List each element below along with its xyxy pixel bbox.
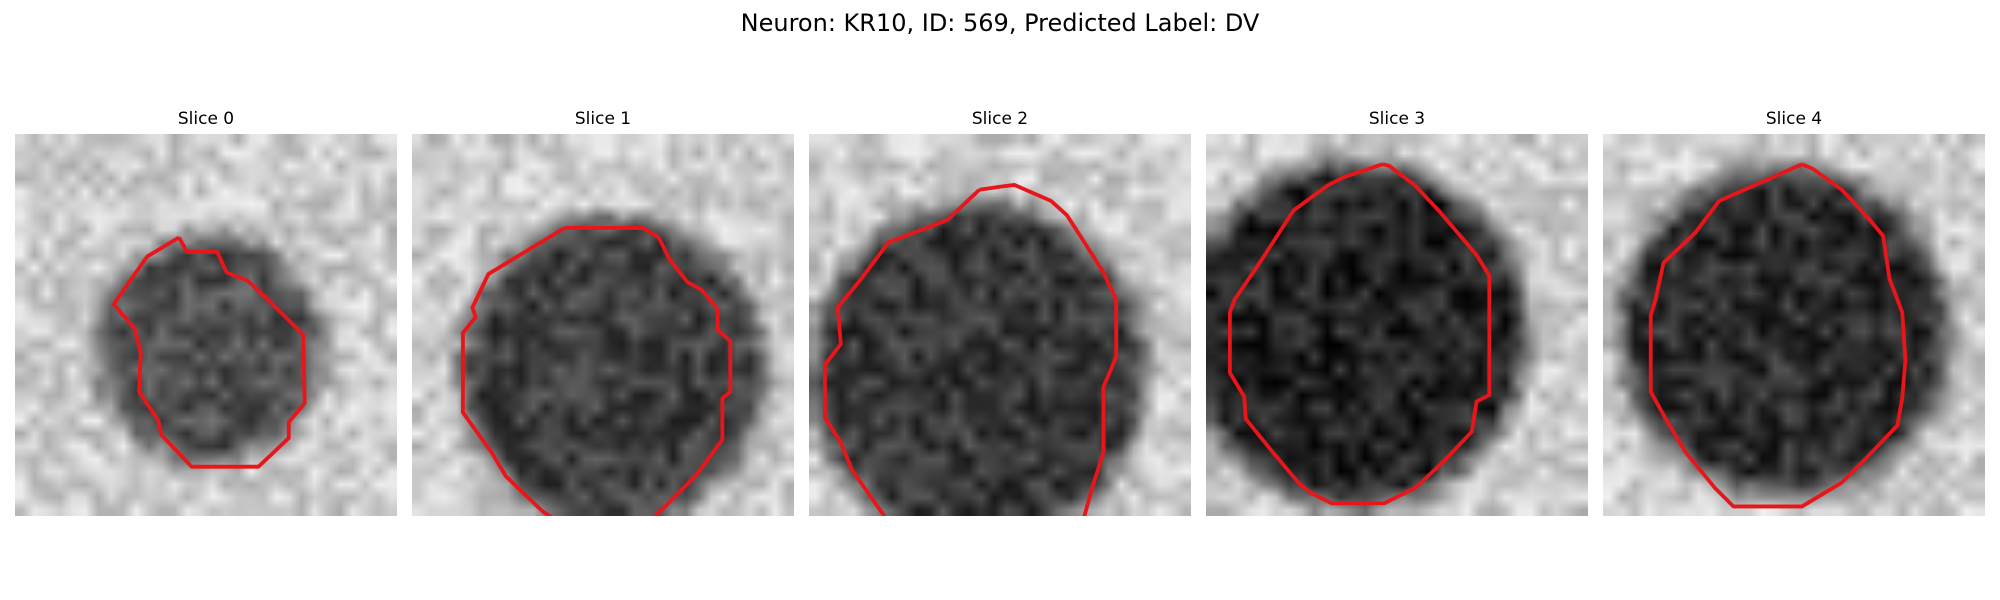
slice-panel-1: Slice 1 (412, 107, 794, 516)
slice-panel-4: Slice 4 (1603, 107, 1985, 516)
slice-image (809, 134, 1191, 516)
roi-contour-overlay (461, 225, 733, 516)
slice-panel-3: Slice 3 (1206, 107, 1588, 516)
slice-title: Slice 2 (971, 109, 1029, 129)
roi-contour (1648, 162, 1908, 509)
slice-image (1603, 134, 1985, 516)
slice-image (412, 134, 794, 516)
roi-contour-overlay (823, 183, 1119, 516)
slice-panel-2: Slice 2 (809, 107, 1191, 516)
slice-panel-0: Slice 0 (15, 107, 397, 516)
roi-contour-overlay (1227, 162, 1492, 506)
slice-title: Slice 1 (574, 109, 632, 129)
figure-title: Neuron: KR10, ID: 569, Predicted Label: … (740, 9, 1260, 37)
slice-image (15, 134, 397, 516)
slice-image (1206, 134, 1588, 516)
roi-contour (111, 235, 307, 469)
roi-contour (1227, 162, 1492, 506)
slice-title: Slice 3 (1368, 109, 1426, 129)
roi-contour-overlay (1648, 162, 1908, 509)
roi-contour-overlay (111, 235, 307, 469)
slice-title: Slice 4 (1765, 109, 1823, 129)
roi-contour (461, 225, 733, 516)
slice-title: Slice 0 (177, 109, 235, 129)
roi-contour (823, 183, 1119, 516)
